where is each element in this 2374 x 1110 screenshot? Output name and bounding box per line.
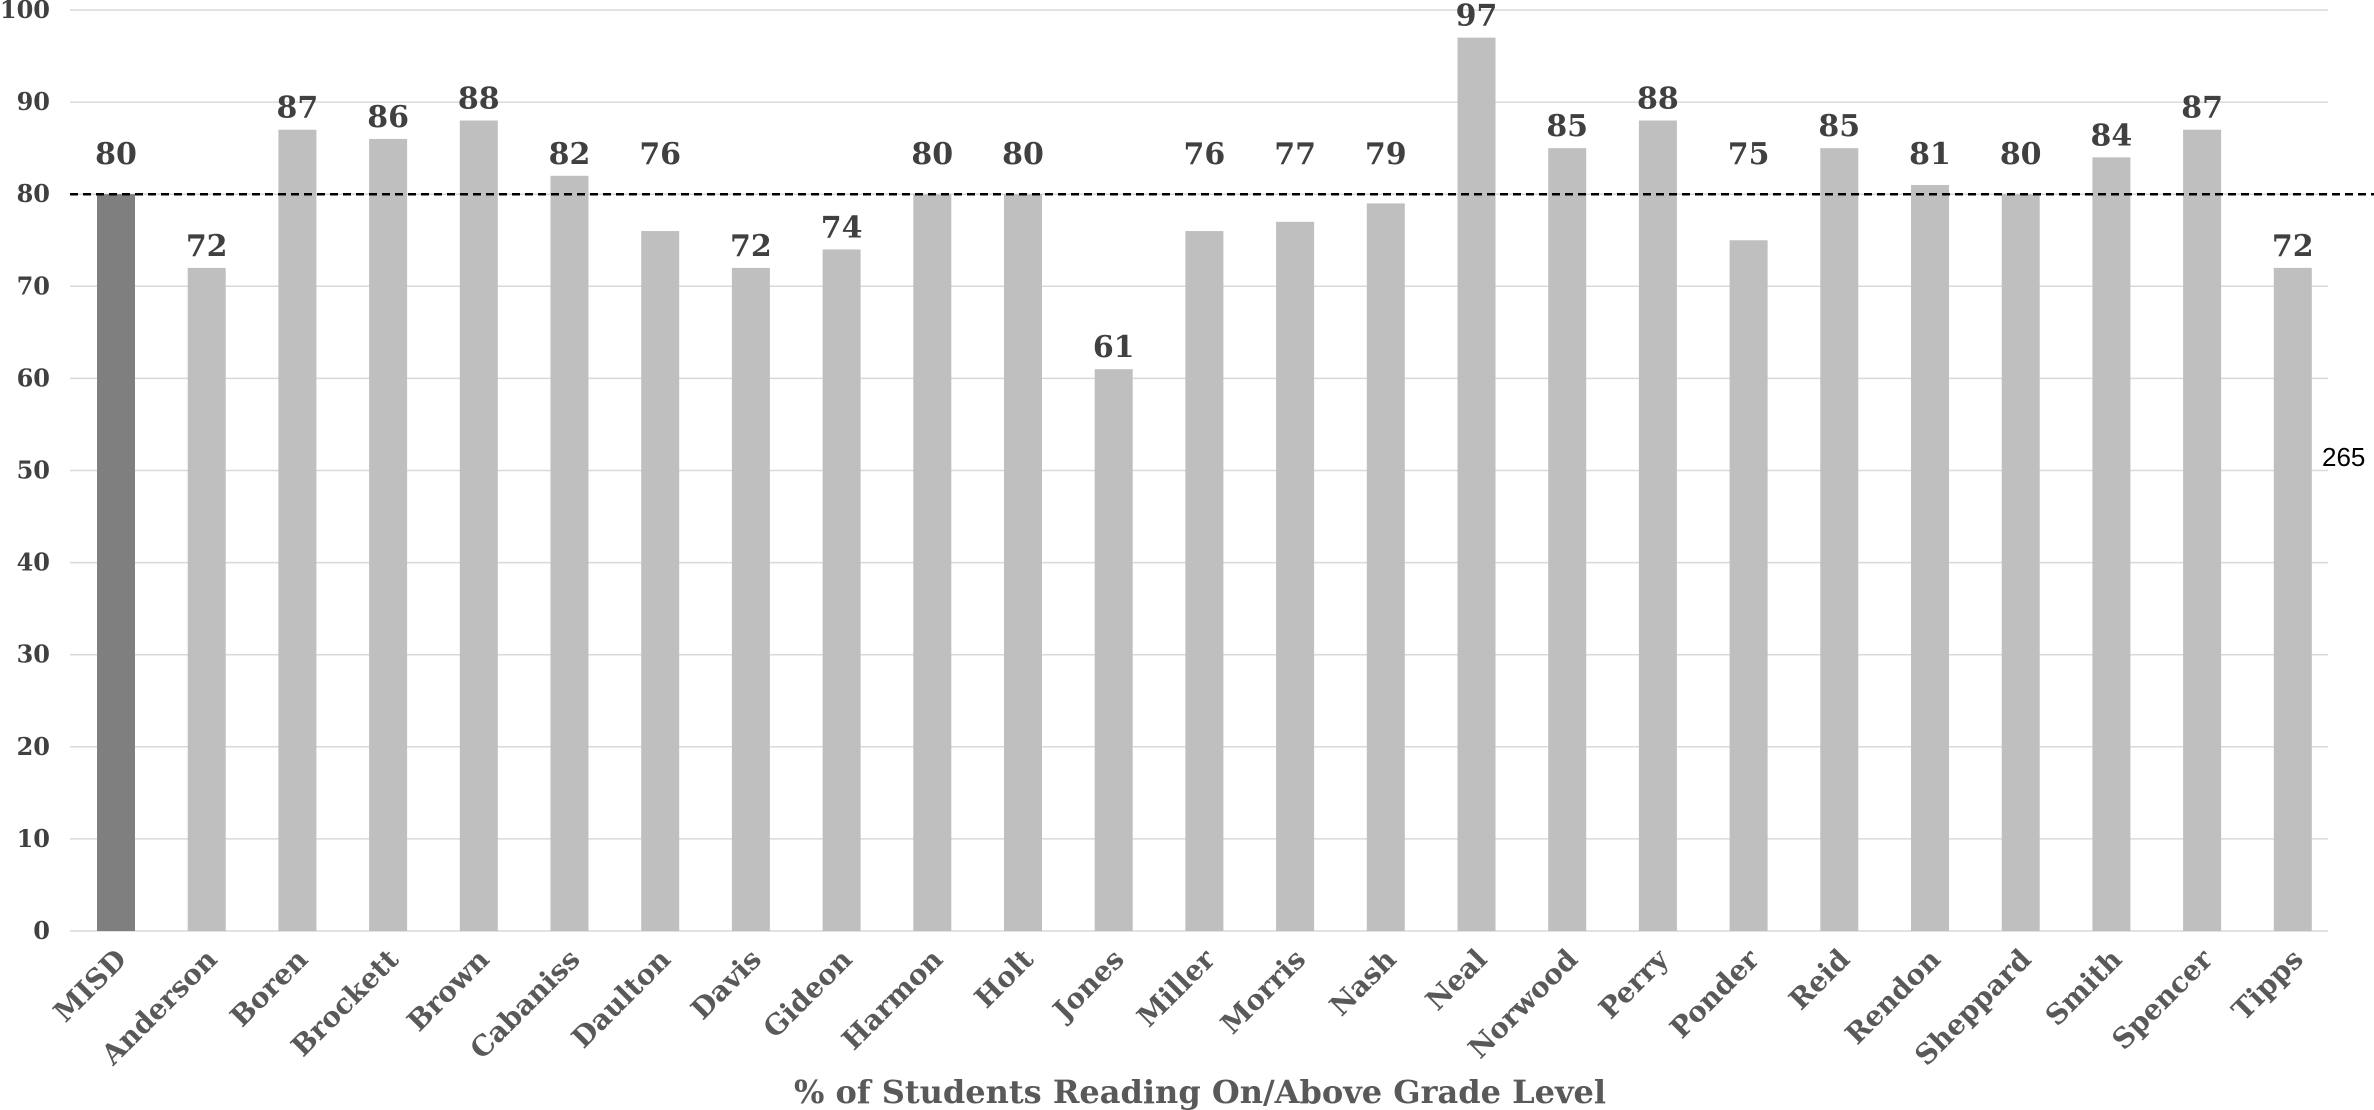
bar-value-label: 81 (1909, 137, 1951, 172)
bar-value-label: 86 (367, 100, 409, 135)
bar-value-label: 76 (1184, 137, 1226, 172)
y-tick-label: 20 (17, 732, 50, 761)
bar (2092, 157, 2131, 932)
bar-value-label: 76 (639, 137, 681, 172)
y-tick-label: 70 (17, 271, 50, 300)
y-tick-label: 90 (17, 87, 50, 116)
bar (2183, 129, 2222, 932)
bar-value-label: 88 (1637, 82, 1679, 117)
x-tick-label: Tipps (2225, 943, 2309, 1027)
bar-value-label: 77 (1274, 137, 1316, 172)
bar (1457, 37, 1496, 931)
bar (1729, 240, 1768, 931)
bar-value-label: 88 (458, 82, 500, 117)
x-tick-label: Ponder (1663, 942, 1766, 1045)
y-tick-label: 60 (17, 363, 50, 392)
x-tick-label: Reid (1782, 943, 1856, 1017)
bar-value-label: 85 (1818, 109, 1860, 144)
y-tick-label: 50 (17, 456, 50, 485)
bar-value-label: 80 (95, 137, 137, 172)
y-tick-label: 10 (17, 824, 50, 853)
x-tick-label: Jones (1044, 943, 1130, 1029)
x-tick-label: Boren (224, 943, 315, 1034)
side-note: 265 (2322, 442, 2365, 472)
x-tick-label: MISD (47, 943, 133, 1029)
bar-value-label: 72 (186, 229, 228, 264)
x-tick-label: Harmon (835, 943, 949, 1057)
y-tick-label: 80 (17, 179, 50, 208)
bar (1185, 231, 1224, 932)
bar-value-label: 80 (911, 137, 953, 172)
bar-value-label: 84 (2091, 118, 2133, 153)
bar (1094, 369, 1133, 931)
bar-value-label: 85 (1546, 109, 1588, 144)
x-tick-label: Neal (1419, 943, 1493, 1017)
bar (731, 267, 770, 931)
x-tick-label: Smith (2039, 943, 2129, 1033)
bar (1276, 221, 1315, 931)
bar-value-label: 87 (277, 91, 319, 126)
x-tick-label: Morris (1214, 943, 1312, 1041)
bar-value-label: 80 (1002, 137, 1044, 172)
bar-value-label: 80 (2000, 137, 2042, 172)
bar (1548, 148, 1587, 931)
bar (550, 175, 589, 931)
x-tick-label: Davis (684, 943, 768, 1027)
bar-value-label: 74 (821, 210, 863, 245)
bar (1004, 194, 1042, 931)
bar-value-label: 75 (1728, 137, 1770, 172)
bar-value-label: 72 (2272, 229, 2314, 264)
bar (1366, 203, 1405, 931)
bar (822, 249, 861, 931)
y-tick-label: 40 (17, 548, 50, 577)
bar (1638, 120, 1677, 931)
bar (459, 120, 498, 931)
bar (1820, 148, 1859, 931)
x-axis-title: % of Students Reading On/Above Grade Lev… (794, 1073, 1606, 1110)
bar-value-label: 87 (2181, 91, 2223, 126)
x-tick-label: Daulton (565, 943, 677, 1055)
y-tick-label: 100 (0, 0, 50, 24)
bar-value-label: 79 (1365, 137, 1407, 172)
bar (2001, 194, 2040, 931)
x-tick-label: Holt (968, 943, 1040, 1015)
bar-value-labels: 80 72 87 86 88 82 76 72 74 80 80 61 76 77 79 97 85 88 75 85… (95, 0, 2314, 365)
bar-value-label: 97 (1456, 0, 1498, 34)
x-tick-label: Spencer (2105, 942, 2219, 1056)
bar-value-label: 82 (549, 137, 591, 172)
bar (913, 194, 952, 931)
bar (641, 231, 680, 932)
bar (1911, 184, 1949, 932)
x-tick-label: Perry (1592, 942, 1675, 1025)
y-tick-label: 30 (17, 640, 50, 669)
bar (187, 267, 226, 931)
bar (278, 129, 317, 932)
x-tick-label: Miller (1130, 942, 1222, 1034)
bar (369, 138, 408, 931)
x-tick-label: Nash (1323, 943, 1403, 1023)
bar (2273, 267, 2312, 931)
bar (97, 194, 135, 931)
bar-value-label: 61 (1093, 330, 1135, 365)
bar-value-label: 72 (730, 229, 772, 264)
y-tick-label: 0 (33, 916, 50, 945)
bars (97, 37, 2312, 932)
y-axis-ticks: 0 10 20 30 40 50 60 70 80 90 100 (0, 0, 50, 945)
